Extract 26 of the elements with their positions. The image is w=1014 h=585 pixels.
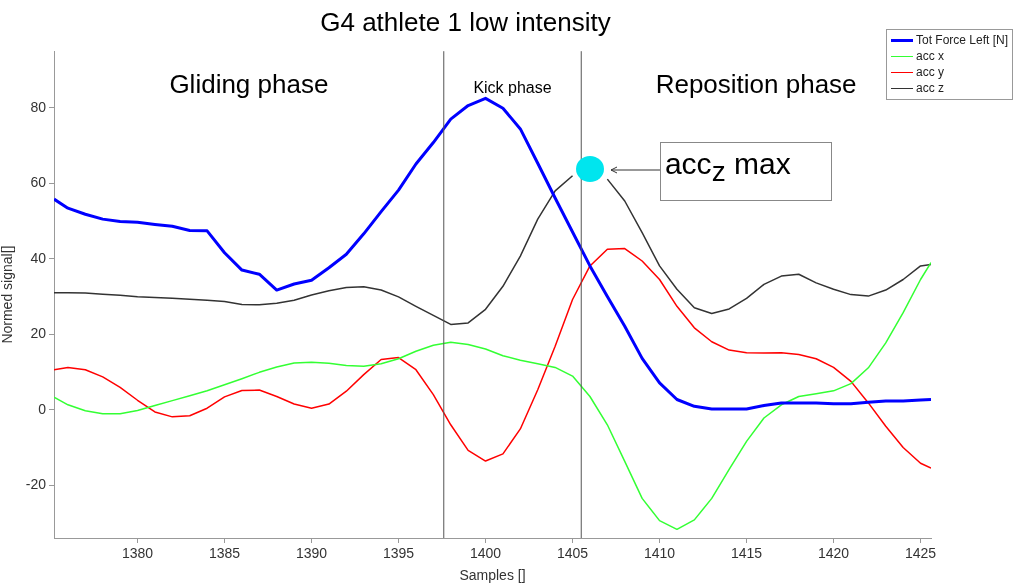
x-axis-title: Samples [] bbox=[459, 567, 526, 584]
y-tick-label: 20 bbox=[30, 325, 47, 342]
legend-label: acc x bbox=[915, 49, 944, 63]
y-tick-label: 80 bbox=[30, 98, 47, 115]
y-tick-label: 40 bbox=[30, 249, 47, 266]
legend-label: acc z bbox=[915, 81, 944, 95]
x-tick-label: 1415 bbox=[730, 545, 763, 562]
x-tick-label: 1405 bbox=[556, 545, 589, 562]
x-tick-label: 1395 bbox=[382, 545, 415, 562]
x-tick-label: 1420 bbox=[817, 545, 850, 562]
chart-title: G4 athlete 1 low intensity bbox=[320, 6, 611, 37]
x-tick-label: 1380 bbox=[121, 545, 154, 562]
x-tick-label: 1385 bbox=[208, 545, 241, 562]
legend-label: acc y bbox=[915, 65, 944, 79]
x-tick-label: 1425 bbox=[904, 545, 937, 562]
y-tick-label: 60 bbox=[30, 174, 47, 191]
legend-label: Tot Force Left [N] bbox=[915, 33, 1008, 47]
annotation: Kick phase bbox=[473, 79, 552, 97]
x-tick-label: 1400 bbox=[469, 545, 502, 562]
y-tick-label: -20 bbox=[25, 476, 47, 493]
x-tick-label: 1390 bbox=[295, 545, 328, 562]
annotation: Reposition phase bbox=[655, 69, 857, 100]
y-tick-label: 0 bbox=[38, 400, 47, 417]
annotation: Gliding phase bbox=[169, 69, 329, 100]
y-axis-title: Normed signal[] bbox=[0, 245, 16, 344]
x-tick-label: 1410 bbox=[643, 545, 676, 562]
